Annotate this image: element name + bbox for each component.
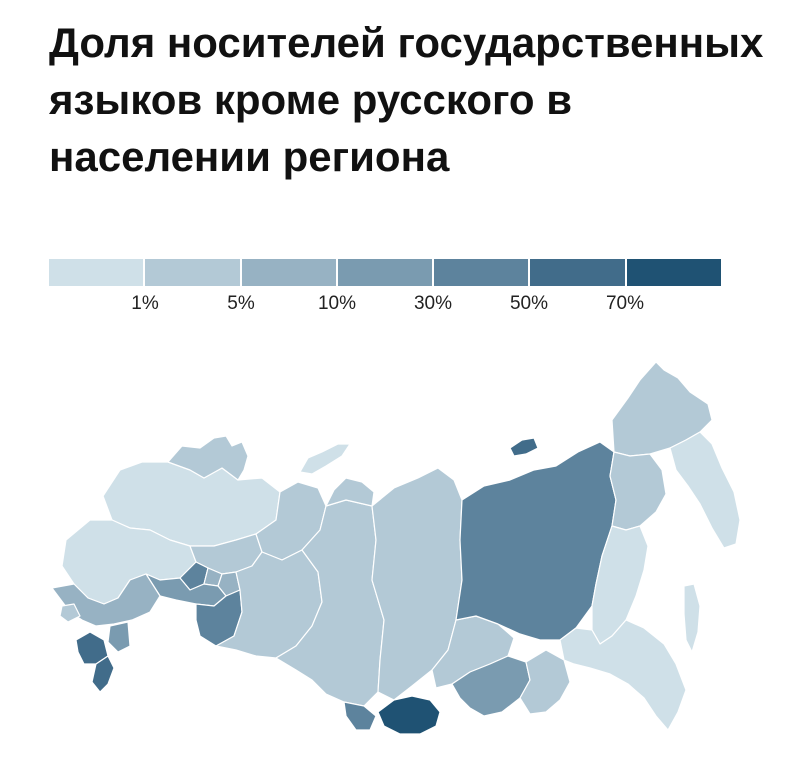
legend-tick-label: 10% [317, 293, 357, 314]
legend-swatch [241, 259, 338, 286]
region-kalmykia[interactable] [107, 621, 131, 653]
russia-map [0, 330, 800, 771]
region-dagestan[interactable] [91, 655, 115, 693]
region-chukotka[interactable] [611, 361, 713, 457]
legend-swatch [434, 259, 531, 286]
legend-swatches [49, 259, 721, 286]
legend-swatch [145, 259, 242, 286]
legend-ticks: 1% 5% 10% 30% 50% 70% [49, 293, 721, 317]
region-yamalo-nenets[interactable] [325, 477, 375, 507]
legend-tick-label: 5% [227, 293, 255, 314]
region-altai-republic[interactable] [343, 701, 377, 731]
legend-swatch [49, 259, 146, 286]
color-legend: 1% 5% 10% 30% 50% 70% [49, 259, 721, 319]
legend-swatch [530, 259, 627, 286]
region-arctic-islands[interactable] [509, 437, 539, 457]
legend-tick-label: 70% [605, 293, 645, 314]
region-tuva[interactable] [377, 695, 441, 735]
map-svg [51, 361, 741, 735]
region-irkutsk[interactable] [431, 615, 515, 689]
legend-tick-label: 1% [131, 293, 159, 314]
region-novaya-zemlya[interactable] [299, 443, 351, 475]
legend-tick-label: 30% [413, 293, 453, 314]
region-tatarstan[interactable] [145, 573, 227, 607]
region-crimea[interactable] [59, 603, 81, 623]
legend-tick-label: 50% [509, 293, 549, 314]
region-karelia[interactable] [167, 435, 249, 481]
region-kamchatka[interactable] [669, 431, 741, 549]
legend-swatch [626, 259, 721, 286]
region-sakhalin[interactable] [683, 583, 701, 653]
region-primorye-amur[interactable] [559, 619, 687, 731]
legend-swatch [337, 259, 435, 286]
chart-title: Доля носителей государственных языков кр… [49, 19, 764, 180]
region-magadan[interactable] [609, 451, 667, 531]
region-zabaykalsky[interactable] [519, 649, 571, 715]
